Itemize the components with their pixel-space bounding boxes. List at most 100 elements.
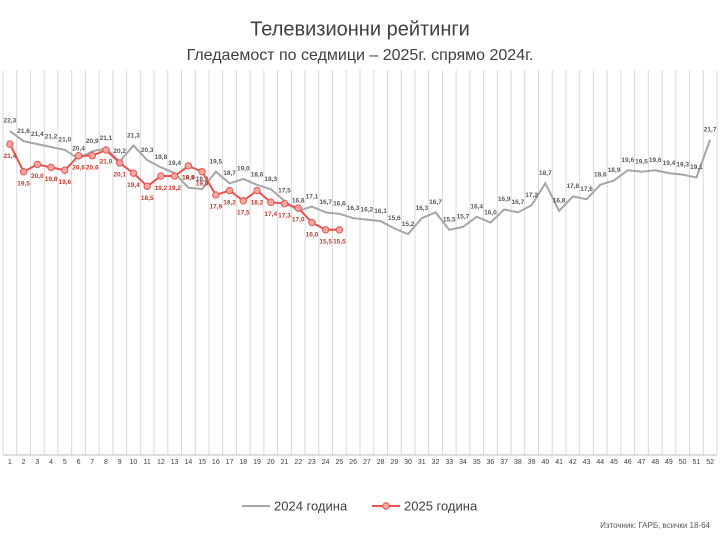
- x-tick-label: 7: [90, 459, 94, 466]
- data-label: 18,5: [141, 195, 154, 202]
- point-marker: [33, 160, 42, 169]
- x-tick-label: 18: [239, 459, 247, 466]
- data-label: 18,2: [223, 199, 236, 206]
- data-label: 19,5: [17, 180, 30, 187]
- x-tick-label: 25: [336, 459, 344, 466]
- data-label: 19,4: [663, 160, 676, 167]
- x-tick-label: 43: [583, 459, 591, 466]
- data-label: 19,2: [168, 185, 181, 192]
- legend-label: 2025 година: [404, 498, 478, 513]
- data-label: 18,6: [594, 171, 607, 178]
- data-label: 21,4: [31, 131, 44, 138]
- data-label: 19,6: [58, 179, 71, 186]
- x-tick-label: 23: [308, 459, 316, 466]
- data-label: 19,1: [690, 164, 703, 171]
- data-label: 16,0: [306, 231, 319, 238]
- data-label: 15,5: [319, 239, 332, 246]
- x-tick-label: 39: [528, 459, 536, 466]
- x-tick-label: 27: [363, 459, 371, 466]
- point-marker: [6, 140, 14, 148]
- point-marker: [74, 152, 83, 160]
- data-label: 20,6: [86, 164, 99, 171]
- x-tick-label: 4: [49, 459, 53, 466]
- point-marker: [184, 162, 193, 170]
- point-marker: [129, 169, 138, 177]
- data-label: 17,3: [278, 212, 291, 219]
- point-marker: [321, 226, 330, 234]
- data-label: 17,0: [292, 217, 305, 224]
- point-marker: [102, 146, 110, 154]
- data-label: 20,4: [72, 145, 85, 152]
- point-marker: [88, 152, 96, 160]
- data-label: 16,3: [415, 205, 428, 212]
- data-label: 19,5: [209, 158, 222, 165]
- data-label: 17,5: [278, 187, 291, 194]
- point-marker: [19, 167, 28, 176]
- data-label: 16,1: [374, 208, 387, 215]
- data-label: 16,7: [319, 199, 332, 206]
- x-tick-label: 11: [144, 459, 151, 466]
- point-marker: [267, 198, 275, 206]
- x-tick-label: 15: [198, 459, 206, 466]
- data-label: 16,9: [498, 196, 511, 203]
- data-label: 17,2: [525, 192, 538, 199]
- x-tick-label: 38: [514, 459, 522, 466]
- point-marker: [170, 172, 179, 180]
- x-tick-label: 42: [569, 459, 577, 466]
- data-label: 21,1: [100, 135, 113, 142]
- point-marker: [280, 199, 289, 208]
- data-label: 15,5: [443, 217, 456, 224]
- data-label: 19,0: [237, 166, 250, 173]
- x-tick-label: 44: [596, 459, 604, 466]
- point-marker: [239, 197, 247, 205]
- data-label: 18,2: [251, 199, 264, 206]
- x-tick-label: 9: [118, 459, 122, 466]
- x-tick-label: 45: [610, 459, 618, 466]
- x-tick-label: 28: [377, 459, 385, 466]
- x-tick-label: 8: [104, 459, 108, 466]
- x-tick-label: 50: [679, 459, 687, 466]
- data-label: 17,1: [306, 193, 319, 200]
- data-label: 19,4: [168, 160, 181, 167]
- x-tick-label: 12: [157, 459, 165, 466]
- x-tick-label: 6: [77, 459, 81, 466]
- data-label: 18,7: [539, 170, 552, 177]
- data-label: 16,4: [470, 203, 483, 210]
- data-label: 16,2: [361, 206, 374, 213]
- data-label: 18,3: [196, 176, 209, 183]
- data-label: 17,5: [237, 209, 250, 216]
- x-tick-label: 47: [638, 459, 646, 466]
- data-label: 20,0: [31, 173, 44, 180]
- x-tick-label: 17: [226, 459, 234, 466]
- x-tick-label: 46: [624, 459, 632, 466]
- data-label: 18,4: [182, 174, 195, 181]
- x-tick-label: 19: [253, 459, 261, 466]
- chart-title: Телевизионни рейтинги: [250, 18, 470, 40]
- legend-label: 2024 година: [274, 498, 348, 513]
- data-label: 17,6: [580, 186, 593, 193]
- x-tick-label: 37: [500, 459, 508, 466]
- data-label: 15,7: [457, 214, 470, 221]
- data-label: 21,0: [58, 137, 71, 144]
- data-label: 18,7: [223, 170, 236, 177]
- data-label: 21,4: [4, 153, 17, 160]
- data-label: 15,5: [333, 239, 346, 246]
- chart-subtitle: Гледаемост по седмици – 2025г. спрямо 20…: [187, 47, 534, 64]
- point-marker: [225, 186, 234, 195]
- data-label: 17,9: [209, 204, 222, 211]
- data-label: 21,6: [17, 128, 30, 135]
- point-marker: [198, 167, 206, 176]
- data-label: 16,6: [333, 201, 346, 208]
- data-label: 15,6: [388, 215, 401, 222]
- point-marker: [308, 218, 316, 227]
- data-label: 16,8: [292, 198, 305, 205]
- data-label: 22,3: [4, 118, 17, 125]
- data-label: 16,7: [512, 199, 525, 206]
- data-label: 16,7: [429, 199, 442, 206]
- x-tick-label: 33: [445, 459, 453, 466]
- data-label: 19,8: [155, 154, 168, 161]
- x-tick-label: 21: [281, 459, 289, 466]
- data-label: 19,8: [45, 176, 58, 183]
- x-tick-label: 34: [459, 459, 467, 466]
- x-tick-label: 16: [212, 459, 220, 466]
